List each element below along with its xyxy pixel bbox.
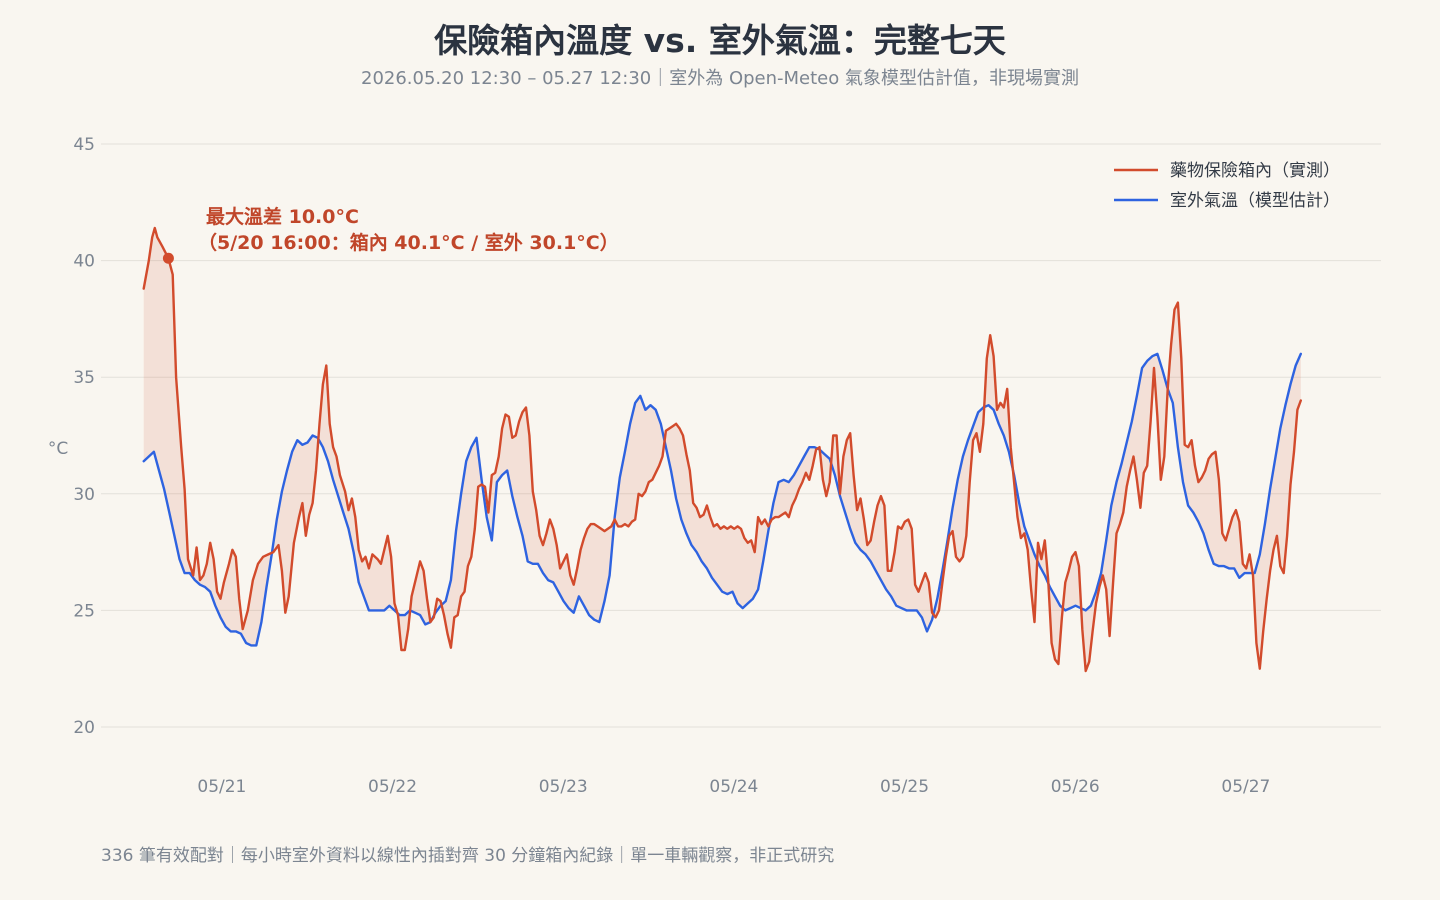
y-axis-label: °C	[48, 439, 68, 459]
legend-label-outside: 室外氣溫（模型估計）	[1170, 191, 1340, 211]
x-tick-label: 05/27	[1221, 777, 1270, 797]
y-tick-label: 40	[73, 252, 95, 272]
max-diff-marker	[162, 252, 174, 264]
footnote: 336 筆有效配對｜每小時室外資料以線性內插對齊 30 分鐘箱內紀錄｜單一車輛觀…	[101, 846, 835, 866]
x-tick-label: 05/26	[1051, 777, 1100, 797]
x-tick-label: 05/24	[709, 777, 758, 797]
inside-temp-line	[142, 226, 1302, 673]
series-lines	[142, 226, 1302, 673]
y-axis-ticks: 20 25 30 35 40 45	[73, 135, 95, 738]
x-tick-label: 05/25	[880, 777, 929, 797]
x-tick-label: 05/23	[539, 777, 588, 797]
chart-subtitle: 2026.05.20 12:30 – 05.27 12:30｜室外為 Open-…	[361, 68, 1079, 89]
x-tick-label: 05/21	[197, 777, 246, 797]
y-tick-label: 45	[73, 135, 95, 155]
outside-temp-line	[142, 352, 1302, 647]
max-diff-annotation: 最大溫差 10.0°C （5/20 16:00：箱內 40.1°C / 室外 3…	[162, 205, 619, 264]
annotation-line-1: 最大溫差 10.0°C	[206, 205, 359, 228]
legend-item-inside: 藥物保險箱內（實測）	[1114, 161, 1340, 181]
legend-item-outside: 室外氣溫（模型估計）	[1114, 191, 1340, 211]
y-tick-label: 25	[73, 601, 95, 621]
legend: 藥物保險箱內（實測） 室外氣溫（模型估計）	[1114, 161, 1340, 211]
x-tick-label: 05/22	[368, 777, 417, 797]
y-tick-label: 30	[73, 485, 95, 505]
legend-label-inside: 藥物保險箱內（實測）	[1170, 161, 1340, 181]
y-tick-label: 35	[73, 368, 95, 388]
x-axis-ticks: 05/21 05/22 05/23 05/24 05/25 05/26 05/27	[197, 777, 1270, 797]
chart-title: 保險箱內溫度 vs. 室外氣溫：完整七天	[434, 21, 1006, 60]
annotation-line-2: （5/20 16:00：箱內 40.1°C / 室外 30.1°C）	[198, 231, 619, 254]
y-tick-label: 20	[73, 718, 95, 738]
